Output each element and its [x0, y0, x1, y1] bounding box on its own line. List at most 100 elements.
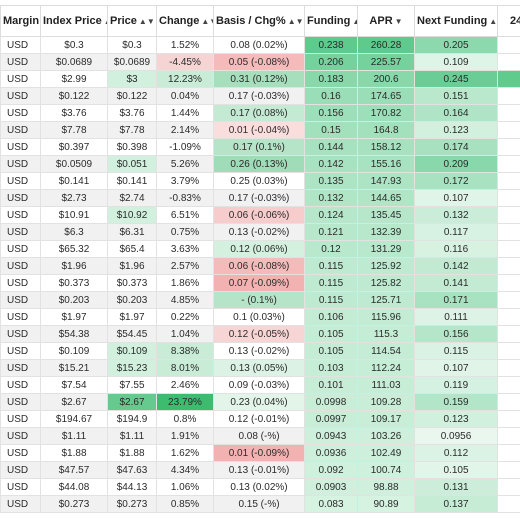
table-row[interactable]: USD $0.203 $0.203 4.85% - (0.1%) 0.115 125.71 0…: [0, 291, 520, 309]
basis-cell: 0.13 (-0.02%): [213, 342, 305, 360]
24h-cell: [497, 240, 520, 258]
basis-cell: 0.01 (-0.09%): [213, 444, 305, 462]
margin-cell: USD: [0, 87, 41, 105]
column-header-change[interactable]: Change▲▼: [156, 5, 214, 37]
table-row[interactable]: USD $6.3 $6.31 0.75% 0.13 (-0.02%) 0.121 132.3…: [0, 223, 520, 241]
column-header-basis[interactable]: Basis / Chg% ▲▼: [213, 5, 305, 37]
price-cell: $47.63: [107, 461, 157, 479]
table-row[interactable]: USD $10.91 $10.92 6.51% 0.06 (-0.06%) 0.124 13…: [0, 206, 520, 224]
table-row[interactable]: USD $0.273 $0.273 0.85% 0.15 (-%) 0.083 90.89 0…: [0, 495, 520, 513]
margin-cell: USD: [0, 308, 41, 326]
next-funding-cell: 0.142: [414, 257, 498, 275]
price-cell: $1.88: [107, 444, 157, 462]
column-header-price[interactable]: Price ▲▼: [107, 5, 157, 37]
table-row[interactable]: USD $1.88 $1.88 1.62% 0.01 (-0.09%) 0.0936 102…: [0, 444, 520, 462]
change-cell: -0.83%: [156, 189, 214, 207]
change-cell: 0.04%: [156, 87, 214, 105]
margin-cell: USD: [0, 257, 41, 275]
funding-cell: 0.206: [304, 53, 358, 71]
next-funding-cell: 0.209: [414, 155, 498, 173]
index-price-cell: $10.91: [40, 206, 108, 224]
margin-cell: USD: [0, 274, 41, 292]
index-price-cell: $6.3: [40, 223, 108, 241]
table-row[interactable]: USD $0.373 $0.373 1.86% 0.07 (-0.09%) 0.115 12…: [0, 274, 520, 292]
change-cell: 4.85%: [156, 291, 214, 309]
apr-cell: 135.45: [357, 206, 415, 224]
change-cell: 8.38%: [156, 342, 214, 360]
column-label: Margin: [3, 15, 40, 27]
24h-cell: [497, 36, 520, 54]
funding-cell: 0.16: [304, 87, 358, 105]
sort-desc-icon: ▼: [394, 17, 403, 26]
24h-cell: [497, 427, 520, 445]
table-row[interactable]: USD $1.96 $1.96 2.57% 0.06 (-0.08%) 0.115 125.…: [0, 257, 520, 275]
funding-cell: 0.0997: [304, 410, 358, 428]
apr-cell: 125.92: [357, 257, 415, 275]
table-row[interactable]: USD $2.67 $2.67 23.79% 0.23 (0.04%) 0.0998 109…: [0, 393, 520, 411]
column-header-apr[interactable]: APR ▼: [357, 5, 415, 37]
funding-cell: 0.115: [304, 274, 358, 292]
basis-cell: 0.23 (0.04%): [213, 393, 305, 411]
next-funding-cell: 0.117: [414, 223, 498, 241]
table-row[interactable]: USD $47.57 $47.63 4.34% 0.13 (-0.01%) 0.092 10…: [0, 461, 520, 479]
change-cell: 0.8%: [156, 410, 214, 428]
table-row[interactable]: USD $1.97 $1.97 0.22% 0.1 (0.03%) 0.106 115.96…: [0, 308, 520, 326]
table-row[interactable]: USD $2.73 $2.74 -0.83% 0.17 (-0.03%) 0.132 144…: [0, 189, 520, 207]
column-header-margin[interactable]: Margin▲▼: [0, 5, 41, 37]
change-cell: 1.04%: [156, 325, 214, 343]
table-row[interactable]: USD $0.122 $0.122 0.04% 0.17 (-0.03%) 0.16 174…: [0, 87, 520, 105]
margin-cell: USD: [0, 495, 41, 513]
price-cell: $0.141: [107, 172, 157, 190]
table-row[interactable]: USD $0.3 $0.3 1.52% 0.08 (0.02%) 0.238 260.28 0…: [0, 36, 520, 54]
apr-cell: 111.03: [357, 376, 415, 394]
column-header-next-funding[interactable]: Next Funding▲▼: [414, 5, 498, 37]
price-cell: $10.92: [107, 206, 157, 224]
24h-cell: [497, 342, 520, 360]
apr-cell: 147.93: [357, 172, 415, 190]
next-funding-cell: 0.141: [414, 274, 498, 292]
basis-cell: 0.25 (0.03%): [213, 172, 305, 190]
column-header-index-price[interactable]: Index Price▲▼: [40, 5, 108, 37]
next-funding-cell: 0.245: [414, 70, 498, 88]
funding-cell: 0.115: [304, 291, 358, 309]
table-row[interactable]: USD $15.21 $15.23 8.01% 0.13 (0.05%) 0.103 112…: [0, 359, 520, 377]
column-header-24h[interactable]: 24h: [497, 5, 520, 37]
table-row[interactable]: USD $7.78 $7.78 2.14% 0.01 (-0.04%) 0.15 164.8…: [0, 121, 520, 139]
apr-cell: 174.65: [357, 87, 415, 105]
price-cell: $0.373: [107, 274, 157, 292]
funding-cell: 0.092: [304, 461, 358, 479]
next-funding-cell: 0.159: [414, 393, 498, 411]
sort-both-icon: ▲▼: [104, 17, 107, 26]
index-price-cell: $7.54: [40, 376, 108, 394]
funding-cell: 0.238: [304, 36, 358, 54]
apr-cell: 164.8: [357, 121, 415, 139]
basis-cell: 0.15 (-%): [213, 495, 305, 513]
funding-cell: 0.124: [304, 206, 358, 224]
table-row[interactable]: USD $54.38 $54.45 1.04% 0.12 (-0.05%) 0.105 11…: [0, 325, 520, 343]
24h-cell: [497, 206, 520, 224]
table-row[interactable]: USD $3.76 $3.76 1.44% 0.17 (0.08%) 0.156 170.8…: [0, 104, 520, 122]
next-funding-cell: 0.112: [414, 444, 498, 462]
table-row[interactable]: USD $1.11 $1.11 1.91% 0.08 (-%) 0.0943 103.26 0…: [0, 427, 520, 445]
table-row[interactable]: USD $65.32 $65.4 3.63% 0.12 (0.06%) 0.12 131.2…: [0, 240, 520, 258]
index-price-cell: $15.21: [40, 359, 108, 377]
index-price-cell: $0.203: [40, 291, 108, 309]
table-row[interactable]: USD $0.0509 $0.051 5.26% 0.26 (0.13%) 0.142 15…: [0, 155, 520, 173]
table-row[interactable]: USD $194.67 $194.9 0.8% 0.12 (-0.01%) 0.0997 1…: [0, 410, 520, 428]
change-cell: 0.85%: [156, 495, 214, 513]
margin-cell: USD: [0, 70, 41, 88]
column-header-funding[interactable]: Funding▲▼: [304, 5, 358, 37]
index-price-cell: $47.57: [40, 461, 108, 479]
24h-cell: [497, 376, 520, 394]
table-row[interactable]: USD $0.141 $0.141 3.79% 0.25 (0.03%) 0.135 147…: [0, 172, 520, 190]
table-row[interactable]: USD $7.54 $7.55 2.46% 0.09 (-0.03%) 0.101 111.…: [0, 376, 520, 394]
funding-cell: 0.132: [304, 189, 358, 207]
table-row[interactable]: USD $0.397 $0.398 -1.09% 0.17 (0.1%) 0.144 158…: [0, 138, 520, 156]
table-row[interactable]: USD $0.0689 $0.0689 -4.45% 0.05 (-0.08%) 0.20…: [0, 53, 520, 71]
apr-cell: 170.82: [357, 104, 415, 122]
funding-cell: 0.0943: [304, 427, 358, 445]
table-row[interactable]: USD $2.99 $3 12.23% 0.31 (0.12%) 0.183 200.6 0.…: [0, 70, 520, 88]
funding-rates-table: Margin▲▼ Index Price▲▼ Price▲▼ Change▲▼ …: [0, 5, 520, 513]
table-row[interactable]: USD $44.08 $44.13 1.06% 0.13 (0.02%) 0.0903 98…: [0, 478, 520, 496]
table-row[interactable]: USD $0.109 $0.109 8.38% 0.13 (-0.02%) 0.105 11…: [0, 342, 520, 360]
